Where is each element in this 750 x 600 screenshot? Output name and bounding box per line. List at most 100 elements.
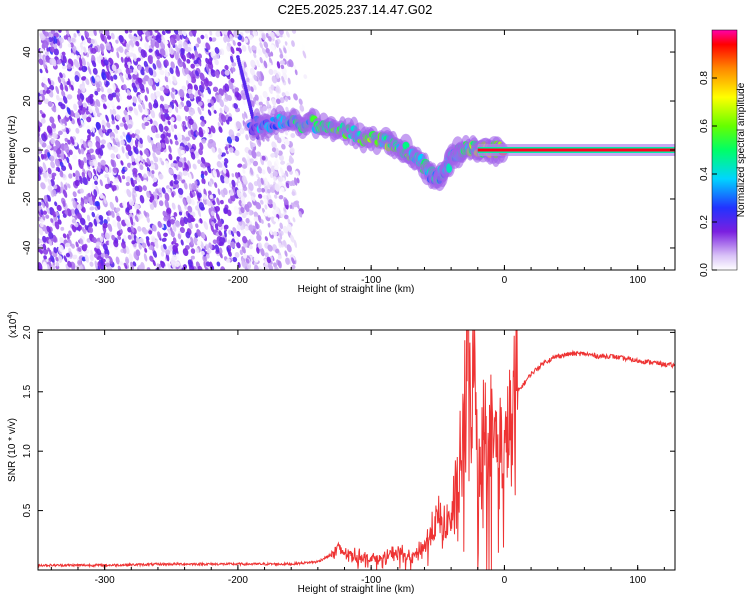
noise-speckle [139, 150, 143, 156]
noise-speckle [72, 154, 78, 160]
noise-speckle [50, 30, 56, 35]
x-tick-label: 100 [629, 575, 646, 586]
noise-speckle [161, 237, 167, 242]
noise-speckle [68, 115, 73, 122]
noise-speckle [100, 159, 106, 166]
noise-speckle [235, 50, 240, 57]
noise-speckle [174, 134, 178, 141]
noise-speckle [280, 160, 286, 165]
noise-speckle [57, 219, 62, 225]
noise-speckle [203, 221, 209, 230]
noise-speckle [110, 153, 116, 159]
noise-speckle [177, 187, 184, 195]
noise-speckle [118, 46, 124, 53]
noise-speckle [204, 33, 209, 39]
noise-speckle [288, 181, 294, 187]
noise-speckle [168, 229, 172, 235]
noise-speckle [261, 187, 266, 193]
noise-speckle [125, 68, 131, 75]
noise-speckle [46, 263, 51, 270]
noise-speckle [138, 264, 142, 270]
noise-speckle [157, 231, 162, 239]
noise-speckle [207, 86, 212, 95]
noise-speckle [261, 34, 266, 41]
noise-speckle [211, 37, 217, 42]
noise-speckle [155, 90, 161, 97]
noise-speckle [236, 224, 241, 231]
noise-speckle [264, 198, 268, 204]
noise-speckle [234, 135, 240, 142]
noise-speckle [200, 34, 205, 40]
noise-speckle [242, 261, 248, 267]
noise-speckle [209, 37, 213, 42]
noise-speckle [100, 33, 105, 42]
noise-speckle [109, 99, 115, 107]
noise-speckle [244, 225, 249, 231]
noise-speckle [120, 56, 124, 63]
noise-speckle [279, 53, 284, 59]
noise-speckle [213, 109, 217, 114]
noise-speckle [39, 139, 44, 145]
y-tick-label: 20 [22, 95, 33, 107]
noise-speckle [161, 142, 166, 149]
noise-speckle [47, 178, 52, 186]
noise-speckle [216, 197, 220, 206]
noise-speckle [230, 55, 234, 64]
noise-speckle [82, 176, 88, 186]
colorbar: 0.0 0.2 0.4 0.6 0.8 Normalized spectral ampl… [699, 29, 747, 277]
noise-speckle [99, 114, 105, 122]
noise-speckle [201, 178, 206, 185]
noise-speckle [190, 63, 196, 69]
noise-speckle [159, 86, 165, 92]
noise-speckle [111, 92, 117, 98]
noise-speckle [254, 94, 259, 101]
noise-speckle [219, 107, 223, 113]
colorbar-tick-label: 0.0 [699, 263, 710, 277]
noise-speckle [195, 223, 199, 228]
x-tick-label: 100 [629, 275, 646, 286]
noise-speckle [38, 155, 41, 162]
noise-speckle [74, 179, 80, 187]
noise-speckle [255, 151, 262, 157]
noise-speckle [79, 175, 83, 181]
noise-speckle [262, 105, 268, 112]
noise-speckle [174, 99, 179, 108]
noise-speckle [237, 163, 243, 168]
noise-speckle [120, 160, 124, 166]
noise-speckle [93, 168, 97, 176]
noise-speckle [54, 201, 58, 207]
noise-speckle [117, 265, 121, 270]
noise-speckle [159, 139, 166, 145]
noise-speckle [72, 254, 78, 260]
noise-speckle [150, 163, 156, 170]
noise-speckle [242, 168, 246, 174]
noise-speckle [260, 219, 264, 224]
noise-speckle [85, 110, 90, 115]
noise-speckle [214, 206, 221, 212]
top-x-axis-label: Height of straight line (km) [298, 284, 415, 295]
noise-speckle [264, 236, 269, 242]
noise-speckle [279, 222, 283, 230]
noise-speckle [276, 137, 282, 144]
noise-speckle [182, 264, 188, 270]
noise-speckle [202, 255, 208, 263]
noise-speckle [208, 242, 213, 250]
noise-speckle [293, 195, 299, 202]
noise-speckle [121, 175, 126, 180]
noise-speckle [143, 60, 149, 68]
noise-speckle [270, 51, 274, 57]
noise-speckle [143, 173, 148, 179]
noise-speckle [79, 217, 86, 226]
noise-speckle [186, 58, 191, 64]
noise-speckle [274, 194, 278, 199]
signal-layer [236, 55, 675, 192]
noise-speckle [42, 172, 48, 179]
noise-speckle [275, 147, 280, 154]
noise-speckle [269, 44, 275, 52]
noise-speckle [249, 167, 254, 176]
noise-speckle [81, 171, 86, 178]
noise-speckle [81, 57, 86, 66]
noise-speckle [169, 244, 174, 251]
noise-speckle [106, 258, 110, 263]
noise-speckle [115, 256, 120, 265]
